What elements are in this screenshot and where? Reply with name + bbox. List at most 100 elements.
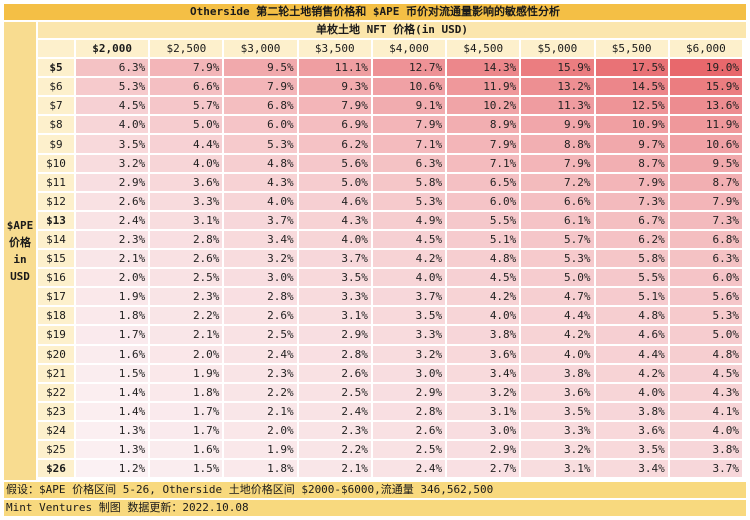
value-cell: 7.9% [298,97,371,115]
value-cell: 10.2% [447,97,520,115]
table-row: $24 1.3% 1.7% 2.0% 2.3% 2.6% 3.0% 3.3% 3.6% 4.0% [38,421,742,439]
value-cell: 5.5% [595,269,668,287]
value-cell: 5.3% [521,250,594,268]
value-cell: 7.2% [521,173,594,191]
value-cell: 2.3% [150,288,223,306]
value-cell: 11.3% [521,97,594,115]
row-axis-label-line: USD [10,270,30,283]
row-header: $26 [38,460,74,478]
column-header: $4,000 [372,40,446,58]
value-cell: 7.9% [372,116,446,134]
value-cell: 4.3% [224,173,297,191]
value-cell: 4.0% [372,269,446,287]
value-cell: 13.6% [669,97,742,115]
value-cell: 5.8% [372,173,446,191]
value-cell: 4.2% [595,364,668,382]
value-cell: 6.8% [224,97,297,115]
value-cell: 8.8% [521,135,594,153]
value-cell: 4.0% [298,230,371,249]
table-region: $APE 价格 in USD 单枚土地 NFT 价格(in USD) $2,00… [4,22,746,480]
value-cell: 2.1% [76,250,149,268]
value-cell: 3.8% [521,364,594,382]
value-cell: 3.7% [372,288,446,306]
value-cell: 5.0% [521,269,594,287]
value-cell: 7.9% [150,59,223,77]
value-cell: 3.8% [669,440,742,459]
value-cell: 3.8% [447,326,520,344]
row-axis-label-line: in [13,253,27,266]
value-cell: 3.7% [224,211,297,229]
value-cell: 2.2% [150,307,223,325]
value-cell: 1.6% [150,440,223,459]
table-row: $10 3.2% 4.0% 4.8% 5.6% 6.3% 7.1% 7.9% 8.7% 9.5% [38,154,742,172]
value-cell: 5.8% [595,250,668,268]
value-cell: 9.9% [521,116,594,134]
value-cell: 4.0% [76,116,149,134]
value-cell: 11.1% [298,59,371,77]
table-row: $12 2.6% 3.3% 4.0% 4.6% 5.3% 6.0% 6.6% 7.3% 7.9% [38,192,742,210]
value-cell: 4.6% [298,192,371,210]
credit-note: Mint Ventures 制图 数据更新：2022.10.08 [4,500,746,516]
row-axis-label-line: 价格 [9,236,31,249]
value-cell: 1.4% [76,383,149,401]
value-cell: 6.7% [595,211,668,229]
value-cell: 1.3% [76,440,149,459]
value-cell: 2.3% [298,421,371,439]
table-row: $23 1.4% 1.7% 2.1% 2.4% 2.8% 3.1% 3.5% 3.8% 4.1% [38,402,742,420]
value-cell: 6.3% [76,59,149,77]
row-header: $19 [38,326,74,344]
table-row: $14 2.3% 2.8% 3.4% 4.0% 4.5% 5.1% 5.7% 6.2% 6.8% [38,230,742,249]
column-header: $6,000 [669,40,742,58]
value-cell: 10.9% [595,116,668,134]
value-cell: 6.0% [669,269,742,287]
value-cell: 2.5% [298,383,371,401]
value-cell: 2.8% [150,230,223,249]
value-cell: 4.0% [669,421,742,439]
table-row: $18 1.8% 2.2% 2.6% 3.1% 3.5% 4.0% 4.4% 4.8% 5.3% [38,307,742,325]
value-cell: 4.8% [224,154,297,172]
value-cell: 2.0% [150,345,223,363]
corner-cell [38,40,74,58]
value-cell: 6.0% [447,192,520,210]
value-cell: 3.4% [595,460,668,478]
table-row: $16 2.0% 2.5% 3.0% 3.5% 4.0% 4.5% 5.0% 5.5% 6.0% [38,269,742,287]
value-cell: 19.0% [669,59,742,77]
value-cell: 5.6% [669,288,742,306]
value-cell: 7.3% [669,211,742,229]
value-cell: 4.0% [595,383,668,401]
value-cell: 3.5% [298,269,371,287]
table-row: $19 1.7% 2.1% 2.5% 2.9% 3.3% 3.8% 4.2% 4.6% 5.0% [38,326,742,344]
value-cell: 1.2% [76,460,149,478]
value-cell: 2.8% [224,288,297,306]
value-cell: 6.1% [521,211,594,229]
value-cell: 3.0% [447,421,520,439]
value-cell: 5.3% [76,78,149,96]
value-cell: 7.1% [447,154,520,172]
value-cell: 1.9% [76,288,149,306]
value-cell: 3.1% [447,402,520,420]
table-row: $25 1.3% 1.6% 1.9% 2.2% 2.5% 2.9% 3.2% 3.5% 3.8% [38,440,742,459]
value-cell: 8.7% [669,173,742,191]
value-cell: 3.4% [224,230,297,249]
value-cell: 5.0% [669,326,742,344]
value-cell: 3.4% [447,364,520,382]
value-cell: 3.1% [150,211,223,229]
value-cell: 3.5% [595,440,668,459]
value-cell: 15.9% [521,59,594,77]
row-axis-label-line: $APE [6,219,34,232]
value-cell: 3.0% [224,269,297,287]
value-cell: 1.9% [224,440,297,459]
value-cell: 4.3% [669,383,742,401]
column-header: $4,500 [447,40,520,58]
value-cell: 6.9% [298,116,371,134]
value-cell: 4.0% [150,154,223,172]
row-header: $12 [38,192,74,210]
value-cell: 7.3% [595,192,668,210]
row-header: $22 [38,383,74,401]
value-cell: 1.5% [150,460,223,478]
value-cell: 3.2% [447,383,520,401]
value-cell: 2.4% [298,402,371,420]
value-cell: 3.5% [521,402,594,420]
value-cell: 2.5% [150,269,223,287]
value-cell: 3.1% [521,460,594,478]
